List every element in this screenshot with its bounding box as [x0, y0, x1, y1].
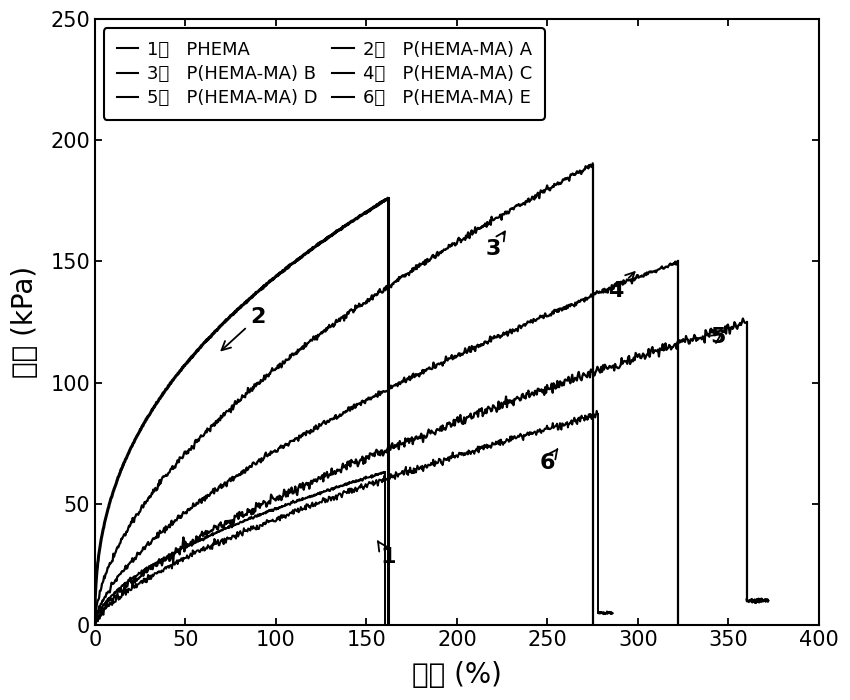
X-axis label: 应变 (%): 应变 (%): [412, 661, 502, 689]
Text: 4: 4: [609, 272, 635, 300]
Text: 1: 1: [378, 541, 396, 567]
Text: 6: 6: [540, 449, 558, 473]
Text: 5: 5: [710, 327, 725, 346]
Text: 2: 2: [222, 307, 265, 350]
Y-axis label: 应力 (kPa): 应力 (kPa): [11, 266, 39, 378]
Legend: 1：   PHEMA, 3：   P(HEMA-MA) B, 5：   P(HEMA-MA) D, 2：   P(HEMA-MA) A, 4：   P(HEMA: 1： PHEMA, 3： P(HEMA-MA) B, 5： P(HEMA-MA)…: [104, 28, 545, 120]
Text: 3: 3: [485, 232, 505, 259]
